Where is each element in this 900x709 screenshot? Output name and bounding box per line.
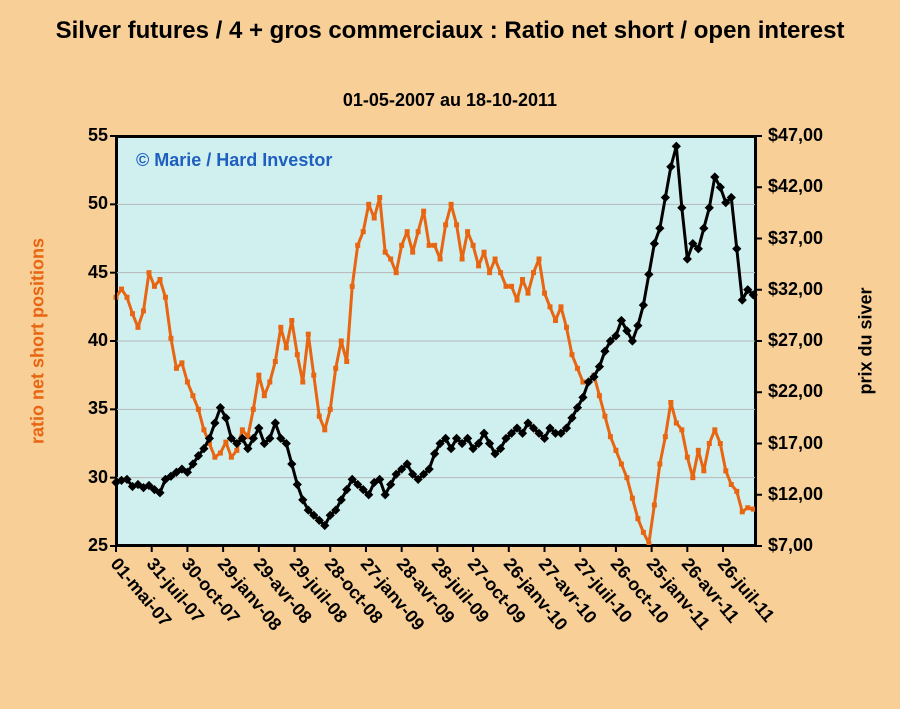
y-right-tick: $27,00 (768, 330, 823, 351)
y-right-tick: $12,00 (768, 484, 823, 505)
y-right-tick: $32,00 (768, 279, 823, 300)
y-left-tick: 45 (66, 262, 108, 283)
y-right-tick: $37,00 (768, 228, 823, 249)
y-right-tick: $7,00 (768, 535, 813, 556)
y-right-tick: $22,00 (768, 381, 823, 402)
y-right-tick: $17,00 (768, 433, 823, 454)
y-left-tick: 55 (66, 125, 108, 146)
y-left-tick: 40 (66, 330, 108, 351)
silver-futures-chart: Silver futures / 4 + gros commerciaux : … (0, 0, 900, 709)
y-left-tick: 25 (66, 535, 108, 556)
y-right-tick: $47,00 (768, 125, 823, 146)
y-left-tick: 50 (66, 193, 108, 214)
y-right-tick: $42,00 (768, 176, 823, 197)
series-silver_price (116, 146, 753, 525)
series-ratio_net_short (116, 198, 753, 544)
y-left-tick: 30 (66, 467, 108, 488)
y-left-tick: 35 (66, 398, 108, 419)
